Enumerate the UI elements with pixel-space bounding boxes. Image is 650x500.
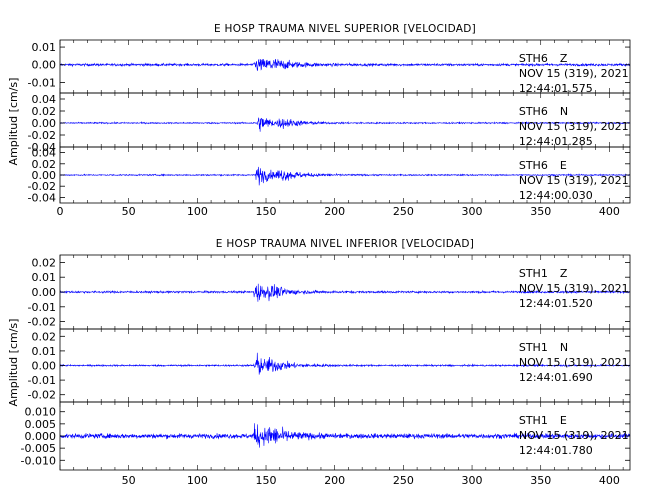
trace-panel-sth1-z: 0.02 0.01 0.00 -0.01 -0.02 STH1 Z NOV 15 (319),… <box>28 254 631 330</box>
y-tick-label: 0.00 <box>32 286 57 299</box>
component-code: N <box>560 341 568 354</box>
y-tick-label: 0.000 <box>25 430 57 443</box>
waveform-trace <box>59 166 631 186</box>
x-tick-label: 100 <box>187 474 208 487</box>
station-label: STH1 N <box>519 341 568 354</box>
x-tick-label: 0 <box>57 205 64 218</box>
y-tick-label: -0.02 <box>28 316 56 329</box>
station-label: STH1 E <box>519 414 567 427</box>
x-tick-label: 50 <box>122 205 136 218</box>
y-tick-label: 0.01 <box>32 271 57 284</box>
y-tick-label: 0.00 <box>32 360 57 373</box>
x-tick-label: 300 <box>462 205 483 218</box>
x-tick-label: 400 <box>599 474 620 487</box>
y-tick-label: -0.02 <box>28 129 56 142</box>
record-time: 12:44:01.575 <box>519 82 593 95</box>
trace-panel-sth6-z: 0.01 0.00 -0.01 STH6 Z NOV 15 (319), 2021 12:4… <box>28 39 631 95</box>
waveform-trace <box>59 117 631 132</box>
y-tick-label: -0.04 <box>28 191 56 204</box>
station-code: STH1 <box>519 341 548 354</box>
x-tick-label: 50 <box>122 474 136 487</box>
record-date: NOV 15 (319), 2021 <box>519 67 629 80</box>
y-tick-label: 0.00 <box>32 59 57 72</box>
record-date: NOV 15 (319), 2021 <box>519 282 629 295</box>
y-tick-label: -0.02 <box>28 389 56 402</box>
y-tick-label: -0.04 <box>28 141 56 154</box>
x-tick-label: 150 <box>256 474 277 487</box>
record-time: 12:44:01.690 <box>519 371 593 384</box>
record-date: NOV 15 (319), 2021 <box>519 429 629 442</box>
station-code: STH6 <box>519 105 548 118</box>
component-code: Z <box>560 267 568 280</box>
x-tick-label: 350 <box>530 474 551 487</box>
component-code: N <box>560 105 568 118</box>
y-tick-label: 0.00 <box>32 169 57 182</box>
y-tick-label: 0.01 <box>32 41 57 54</box>
x-tick-label: 250 <box>393 205 414 218</box>
waveform-trace <box>59 283 631 302</box>
station-label: STH6 Z <box>519 52 568 65</box>
waveform-trace <box>59 58 631 72</box>
x-tick-label: 100 <box>187 205 208 218</box>
x-tick-label: 400 <box>599 205 620 218</box>
seismogram-chart-1: E HOSP TRAUMA NIVEL SUPERIOR [VELOCIDAD]… <box>7 23 631 218</box>
y-tick-label: 0.01 <box>32 345 57 358</box>
waveform-trace <box>59 352 631 375</box>
y-tick-label: 0.02 <box>32 256 57 269</box>
record-date: NOV 15 (319), 2021 <box>519 356 629 369</box>
x-tick-label: 200 <box>324 205 345 218</box>
y-tick-label: -0.01 <box>28 76 56 89</box>
y-tick-label: -0.01 <box>28 374 56 387</box>
y-axis-label: Amplitud [cm/s] <box>7 319 20 407</box>
seismogram-chart-2: E HOSP TRAUMA NIVEL INFERIOR [VELOCIDAD]… <box>7 238 631 487</box>
record-time: 12:44:01.780 <box>519 444 593 457</box>
y-tick-label: 0.02 <box>32 330 57 343</box>
component-code: E <box>560 414 567 427</box>
y-tick-label: 0.04 <box>32 93 57 106</box>
trace-panel-sth6-e: 0.040.020.00-0.02-0.04 STH6 E NOV 15 (319),… <box>28 146 631 204</box>
y-axis-label: Amplitud [cm/s] <box>7 78 20 166</box>
station-label: STH1 Z <box>519 267 568 280</box>
y-tick-label: 0.02 <box>32 105 57 118</box>
station-label: STH6 N <box>519 105 568 118</box>
record-date: NOV 15 (319), 2021 <box>519 120 629 133</box>
station-label: STH6 E <box>519 159 567 172</box>
y-tick-label: 0.010 <box>25 406 57 419</box>
component-code: Z <box>560 52 568 65</box>
station-code: STH6 <box>519 159 548 172</box>
y-tick-label: 0.005 <box>25 418 57 431</box>
trace-panel-sth6-n: 0.040.020.00-0.02-0.04 STH6 N NOV 15 (319),… <box>28 92 631 154</box>
x-tick-label: 300 <box>462 474 483 487</box>
waveform-trace <box>60 423 631 448</box>
component-code: E <box>560 159 567 172</box>
x-tick-label: 200 <box>324 474 345 487</box>
station-code: STH6 <box>519 52 548 65</box>
record-time: 12:44:00.030 <box>519 189 593 202</box>
trace-panel-sth1-n: 0.02 0.01 0.00-0.01 -0.02 STH1 N NOV 15 (319),… <box>28 328 631 403</box>
y-tick-label: -0.01 <box>28 301 56 314</box>
station-code: STH1 <box>519 267 548 280</box>
record-date: NOV 15 (319), 2021 <box>519 174 629 187</box>
station-code: STH1 <box>519 414 548 427</box>
x-tick-label: 150 <box>256 205 277 218</box>
y-tick-label: -0.010 <box>21 454 56 467</box>
y-tick-label: -0.005 <box>21 442 56 455</box>
record-time: 12:44:01.520 <box>519 297 593 310</box>
x-tick-label: 250 <box>393 474 414 487</box>
chart-title: E HOSP TRAUMA NIVEL SUPERIOR [VELOCIDAD] <box>214 23 476 35</box>
record-time: 12:44:01.285 <box>519 135 593 148</box>
y-tick-label: 0.04 <box>32 147 57 160</box>
y-tick-label: -0.02 <box>28 180 56 193</box>
x-tick-label: 350 <box>530 205 551 218</box>
y-tick-label: 0.02 <box>32 158 57 171</box>
y-tick-label: 0.00 <box>32 117 57 130</box>
chart-title: E HOSP TRAUMA NIVEL INFERIOR [VELOCIDAD] <box>216 238 474 250</box>
